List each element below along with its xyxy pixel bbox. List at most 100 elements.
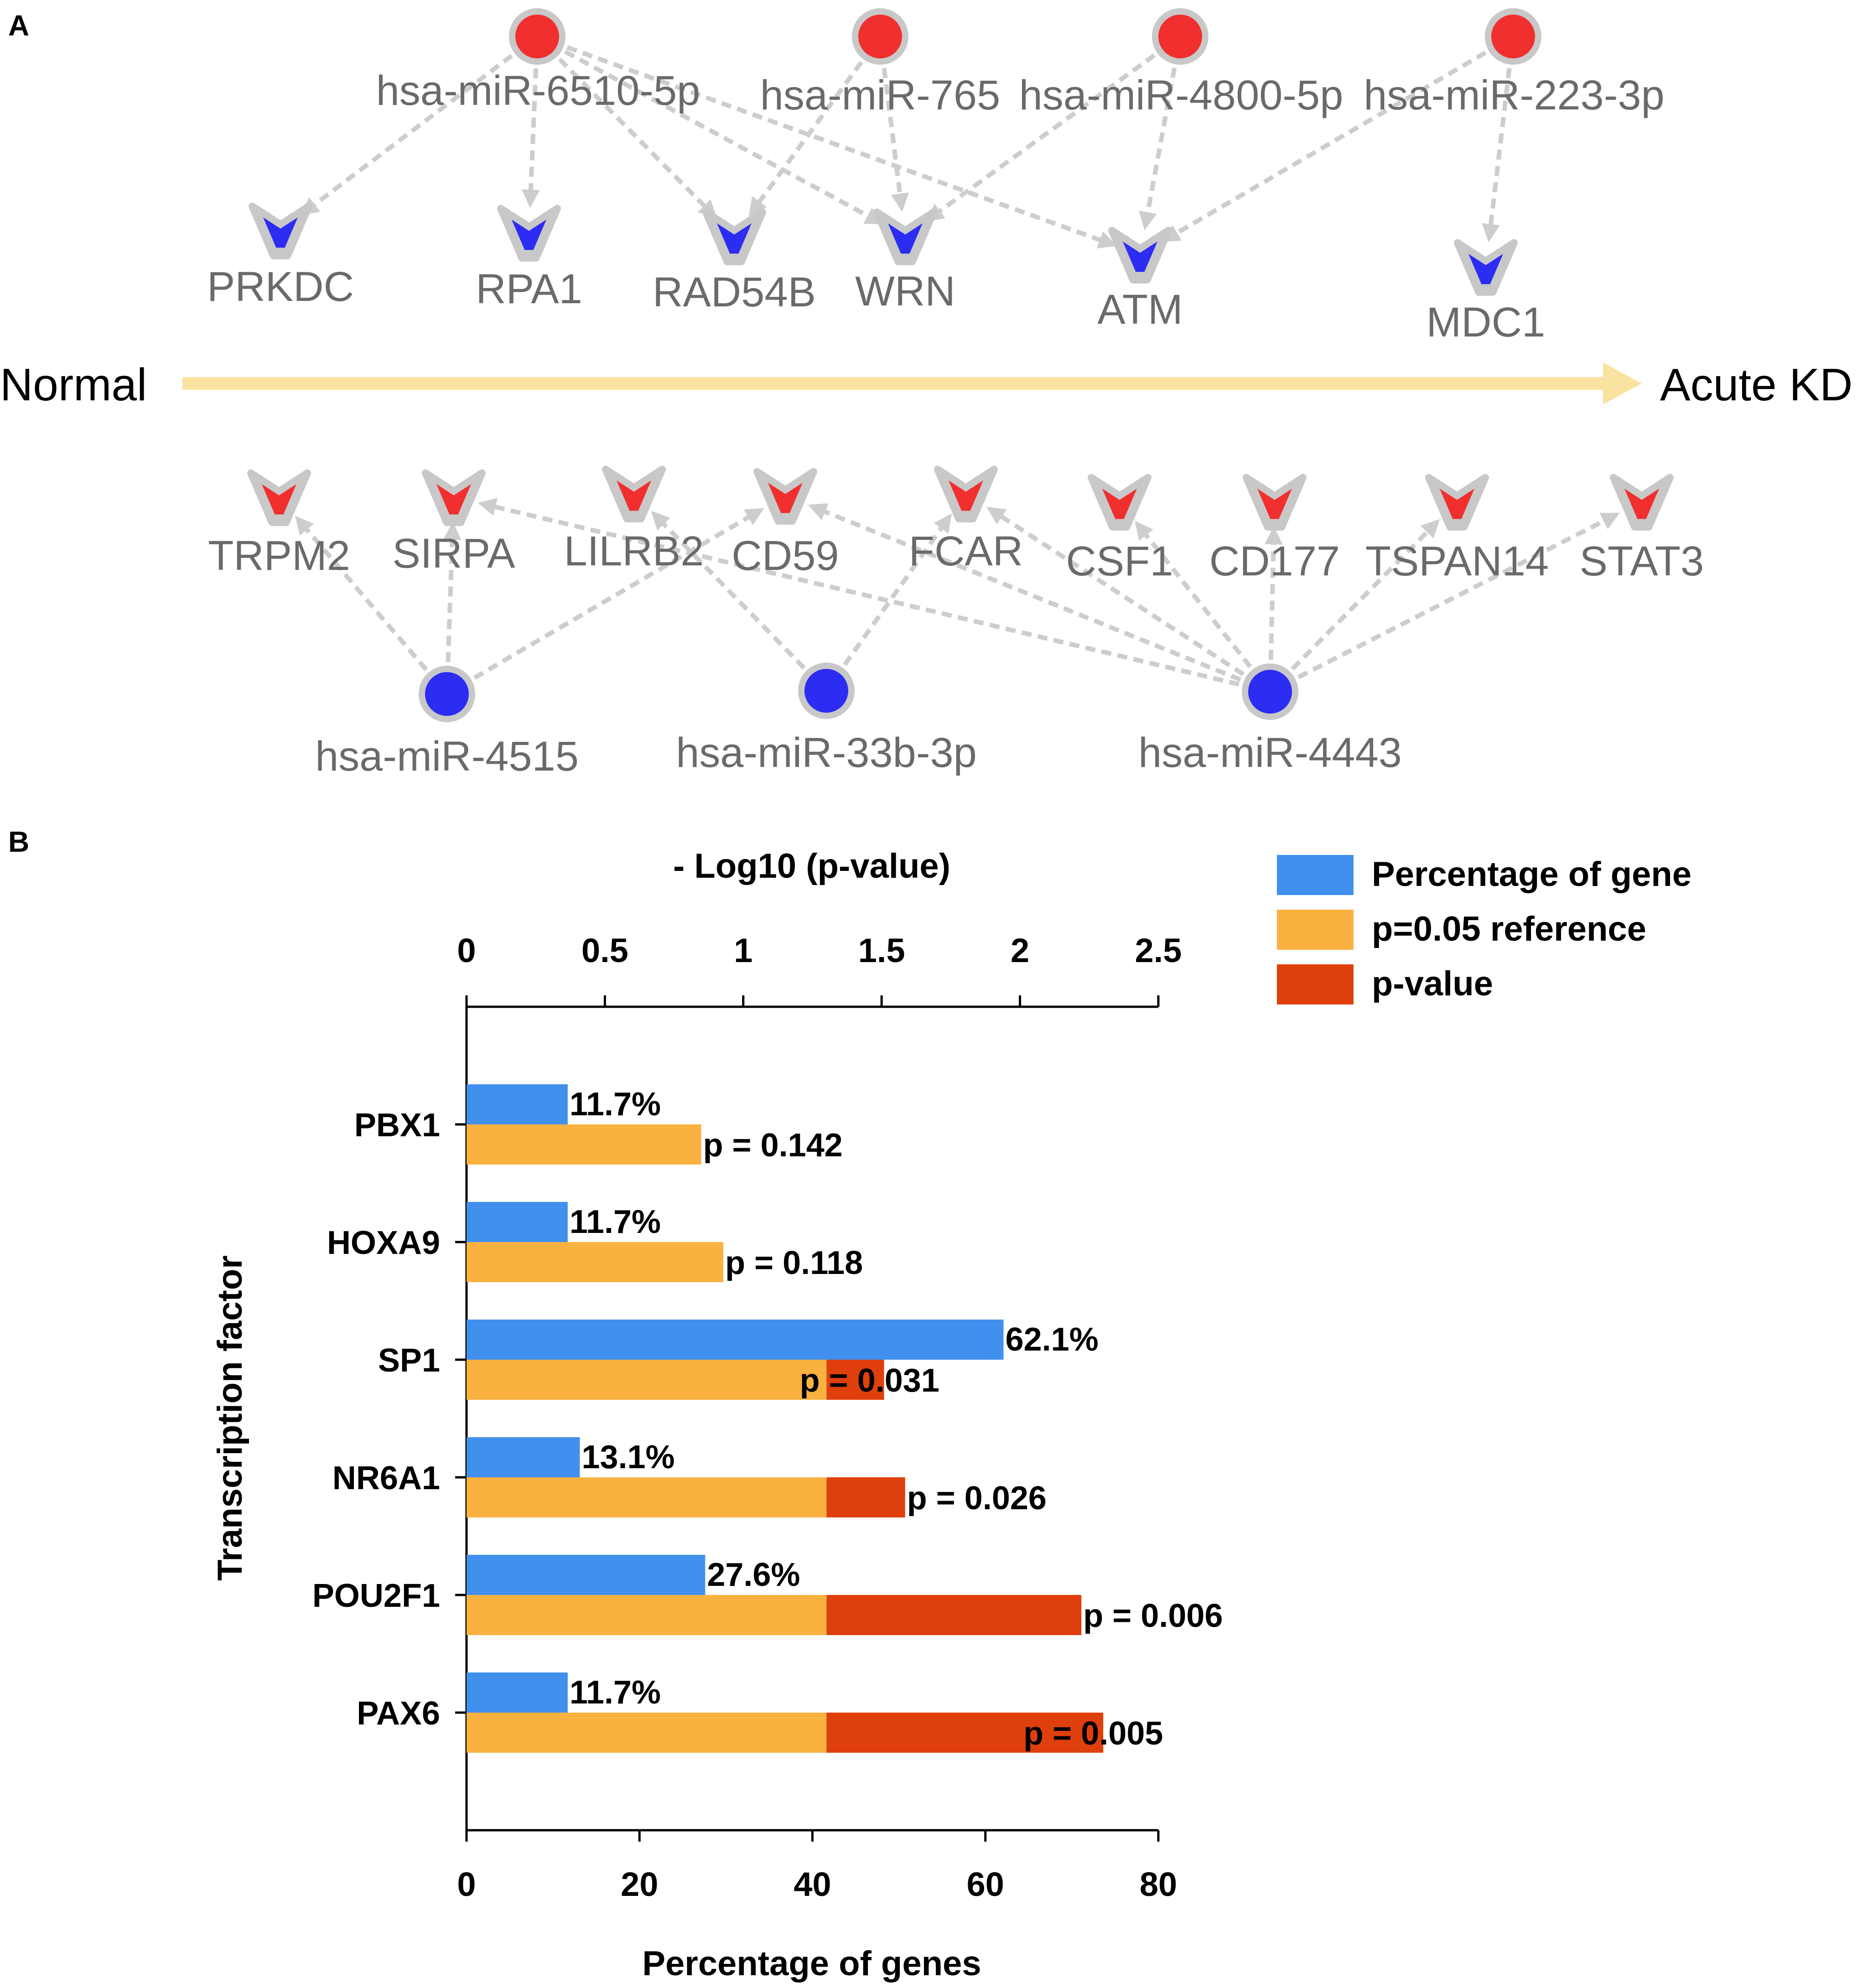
gene-label: RPA1 bbox=[476, 266, 582, 312]
gene-node[interactable]: CSF1 bbox=[1066, 474, 1173, 585]
edge-m6510-RAD54B bbox=[558, 57, 717, 219]
gene-core bbox=[1102, 488, 1137, 519]
node-core bbox=[515, 15, 559, 58]
mirna-node[interactable]: hsa-miR-4515 bbox=[315, 666, 579, 780]
gene-core bbox=[262, 484, 296, 515]
gene-label: SIRPA bbox=[392, 530, 515, 577]
category-label: SP1 bbox=[378, 1342, 440, 1379]
acute-kd-label: Acute KD bbox=[1660, 359, 1852, 410]
gene-node[interactable]: SIRPA bbox=[392, 469, 515, 577]
gene-node[interactable]: CD59 bbox=[731, 468, 839, 579]
bottom-tick-label: 40 bbox=[794, 1865, 831, 1903]
legend-swatch bbox=[1277, 964, 1354, 1004]
gene-node[interactable]: FCAR bbox=[909, 466, 1023, 575]
pvalue-label: p = 0.026 bbox=[907, 1480, 1047, 1517]
gene-core bbox=[617, 480, 651, 511]
node-core bbox=[1158, 15, 1202, 58]
node-core bbox=[858, 15, 902, 58]
pvalue-bar bbox=[826, 1360, 884, 1400]
mirna-label: hsa-miR-765 bbox=[760, 72, 1001, 119]
legend: Percentage of gene p=0.05 reference p-valu… bbox=[1277, 855, 1691, 1004]
mirna-node[interactable]: hsa-miR-33b-3p bbox=[676, 663, 977, 776]
gene-node[interactable]: RAD54B bbox=[653, 208, 816, 316]
network-panel: A hsa-miR-6510-5p hsa-miR-765 hsa-miR-4800… bbox=[0, 8, 1852, 780]
bottom-axis: 0 20 40 60 80 bbox=[457, 1830, 1177, 1903]
mirna-label: hsa-miR-6510-5p bbox=[376, 67, 700, 114]
gene-node[interactable]: TSPAN14 bbox=[1365, 474, 1549, 585]
gene-label: MDC1 bbox=[1426, 299, 1546, 346]
top-axis: 0 0.5 1 1.5 2 2.5 bbox=[457, 932, 1182, 1007]
pvalue-label: p = 0.006 bbox=[1083, 1598, 1223, 1634]
gene-node[interactable]: WRN bbox=[855, 208, 955, 315]
edge-m4800-ATM bbox=[1139, 67, 1177, 230]
bottom-axis-title: Percentage of genes bbox=[642, 1944, 981, 1983]
category-label: PAX6 bbox=[357, 1695, 440, 1732]
percentage-bar bbox=[467, 1320, 1004, 1360]
gene-node[interactable]: TRPM2 bbox=[208, 469, 350, 579]
edge-m765-WRN bbox=[882, 67, 909, 212]
pvalue-bar bbox=[826, 1477, 905, 1517]
edge-m33b-LILRB2 bbox=[651, 511, 806, 670]
pvalue-label: p = 0.031 bbox=[800, 1362, 939, 1399]
reference-bar bbox=[467, 1360, 827, 1400]
bar-group: POU2F1 27.6% p = 0.006 bbox=[312, 1555, 1223, 1635]
panel-b-letter: B bbox=[8, 825, 29, 858]
edge-m6510-RPA1 bbox=[521, 68, 540, 208]
reference-bar bbox=[467, 1713, 827, 1753]
gene-node[interactable]: LILRB2 bbox=[564, 466, 704, 575]
top-tick-label: 0.5 bbox=[581, 932, 628, 969]
gene-core bbox=[1468, 254, 1503, 285]
mirna-node[interactable]: hsa-miR-4800-5p bbox=[1019, 8, 1343, 119]
edge-m4443-CD59 bbox=[808, 503, 1241, 682]
legend-label: p=0.05 reference bbox=[1372, 910, 1646, 948]
gene-node[interactable]: CD177 bbox=[1209, 474, 1340, 585]
percentage-bar bbox=[467, 1437, 580, 1477]
edge-m6510-ATM bbox=[566, 45, 1117, 248]
pvalue-bar bbox=[826, 1595, 1082, 1635]
percentage-label: 11.7% bbox=[570, 1204, 661, 1240]
legend-label: p-value bbox=[1372, 964, 1493, 1003]
gene-node[interactable]: ATM bbox=[1097, 227, 1183, 333]
gene-node[interactable]: PRKDC bbox=[207, 202, 354, 310]
gene-node[interactable]: STAT3 bbox=[1580, 474, 1704, 585]
bars: PBX1 11.7% p = 0.142 HOXA9 11.7% p = 0.118 SP1… bbox=[312, 1084, 1223, 1753]
legend-item: p=0.05 reference bbox=[1277, 910, 1646, 950]
bar-group: SP1 62.1% p = 0.031 bbox=[378, 1320, 1099, 1400]
gene-label: TSPAN14 bbox=[1365, 538, 1549, 585]
edge-m4443-STAT3 bbox=[1297, 512, 1620, 679]
bottom-tick-label: 80 bbox=[1140, 1865, 1177, 1903]
gene-core bbox=[436, 484, 471, 515]
mirna-label: hsa-miR-33b-3p bbox=[676, 730, 977, 776]
bar-group: HOXA9 11.7% p = 0.118 bbox=[327, 1202, 863, 1282]
percentage-label: 62.1% bbox=[1006, 1321, 1099, 1358]
network-nodes: hsa-miR-6510-5p hsa-miR-765 hsa-miR-4800-5… bbox=[207, 8, 1704, 780]
gene-core bbox=[717, 223, 752, 254]
mirna-node[interactable]: hsa-miR-765 bbox=[760, 8, 1001, 119]
mirna-node[interactable]: hsa-miR-4443 bbox=[1138, 663, 1402, 776]
mirna-node[interactable]: hsa-miR-223-3p bbox=[1364, 8, 1665, 119]
gene-label: LILRB2 bbox=[564, 528, 704, 575]
gene-label: PRKDC bbox=[207, 264, 354, 310]
pvalue-label: p = 0.118 bbox=[725, 1245, 863, 1281]
gene-core bbox=[768, 482, 803, 513]
mirna-node[interactable]: hsa-miR-6510-5p bbox=[376, 8, 700, 114]
bottom-tick-label: 0 bbox=[457, 1865, 476, 1903]
category-label: NR6A1 bbox=[332, 1460, 440, 1496]
progression-arrow-head bbox=[1603, 362, 1642, 404]
pvalue-label: p = 0.005 bbox=[1023, 1715, 1163, 1752]
gene-label: CD177 bbox=[1209, 538, 1340, 585]
top-tick-label: 0 bbox=[457, 932, 476, 969]
mirna-label: hsa-miR-4443 bbox=[1138, 730, 1402, 776]
category-label: POU2F1 bbox=[312, 1578, 440, 1614]
edge-m6510-WRN bbox=[564, 49, 884, 225]
pvalue-label: p = 0.142 bbox=[703, 1127, 843, 1164]
edge-m4515-TRPM2 bbox=[295, 516, 428, 671]
top-tick-label: 2.5 bbox=[1135, 932, 1182, 969]
gene-core bbox=[1123, 241, 1157, 272]
gene-node[interactable]: MDC1 bbox=[1426, 239, 1546, 346]
gene-node[interactable]: RPA1 bbox=[476, 205, 582, 312]
edge-m223-ATM bbox=[1161, 50, 1487, 243]
panel-a-letter: A bbox=[8, 9, 29, 42]
legend-item: Percentage of gene bbox=[1277, 855, 1691, 895]
edge-m4443-FCAR bbox=[986, 507, 1245, 676]
